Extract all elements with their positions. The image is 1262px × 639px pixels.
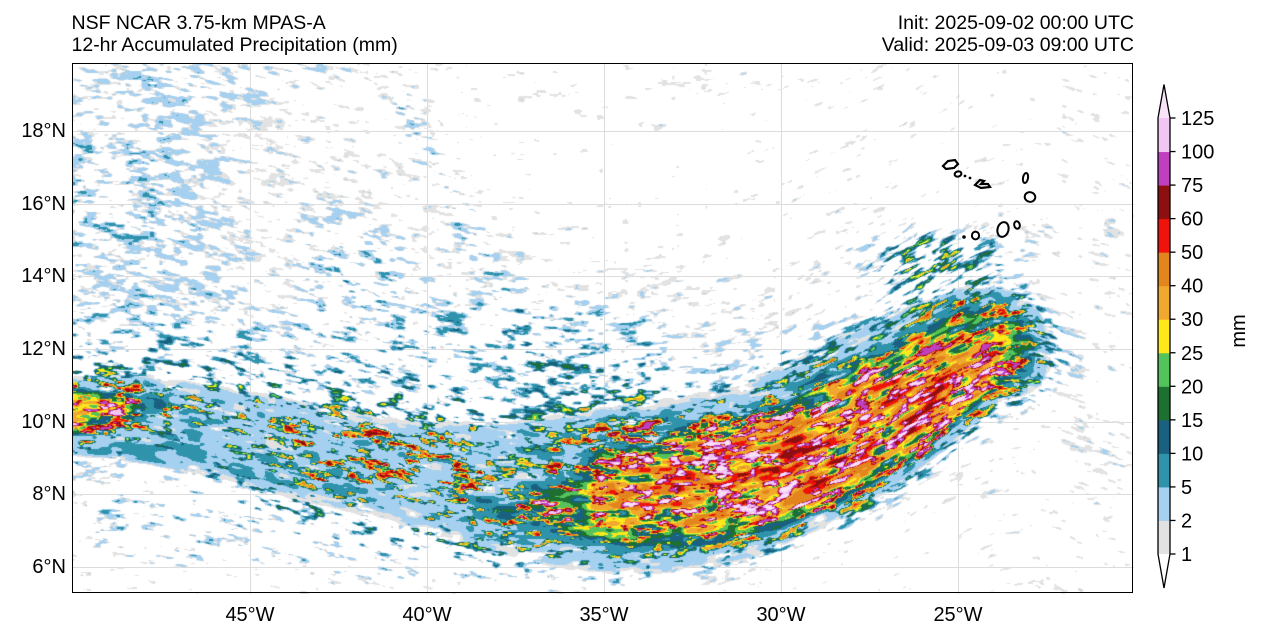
svg-text:1: 1: [1181, 544, 1192, 566]
svg-text:5: 5: [1181, 477, 1192, 499]
svg-text:20: 20: [1181, 376, 1203, 398]
svg-text:2: 2: [1181, 510, 1192, 532]
svg-text:60: 60: [1181, 209, 1203, 231]
svg-text:15: 15: [1181, 410, 1203, 432]
svg-text:30: 30: [1181, 309, 1203, 331]
svg-text:100: 100: [1181, 142, 1214, 164]
svg-text:50: 50: [1181, 242, 1203, 264]
svg-text:mm: mm: [1228, 314, 1250, 347]
svg-text:25: 25: [1181, 343, 1203, 365]
svg-text:75: 75: [1181, 175, 1203, 197]
svg-text:10: 10: [1181, 443, 1203, 465]
svg-text:40: 40: [1181, 276, 1203, 298]
svg-text:125: 125: [1181, 108, 1214, 130]
